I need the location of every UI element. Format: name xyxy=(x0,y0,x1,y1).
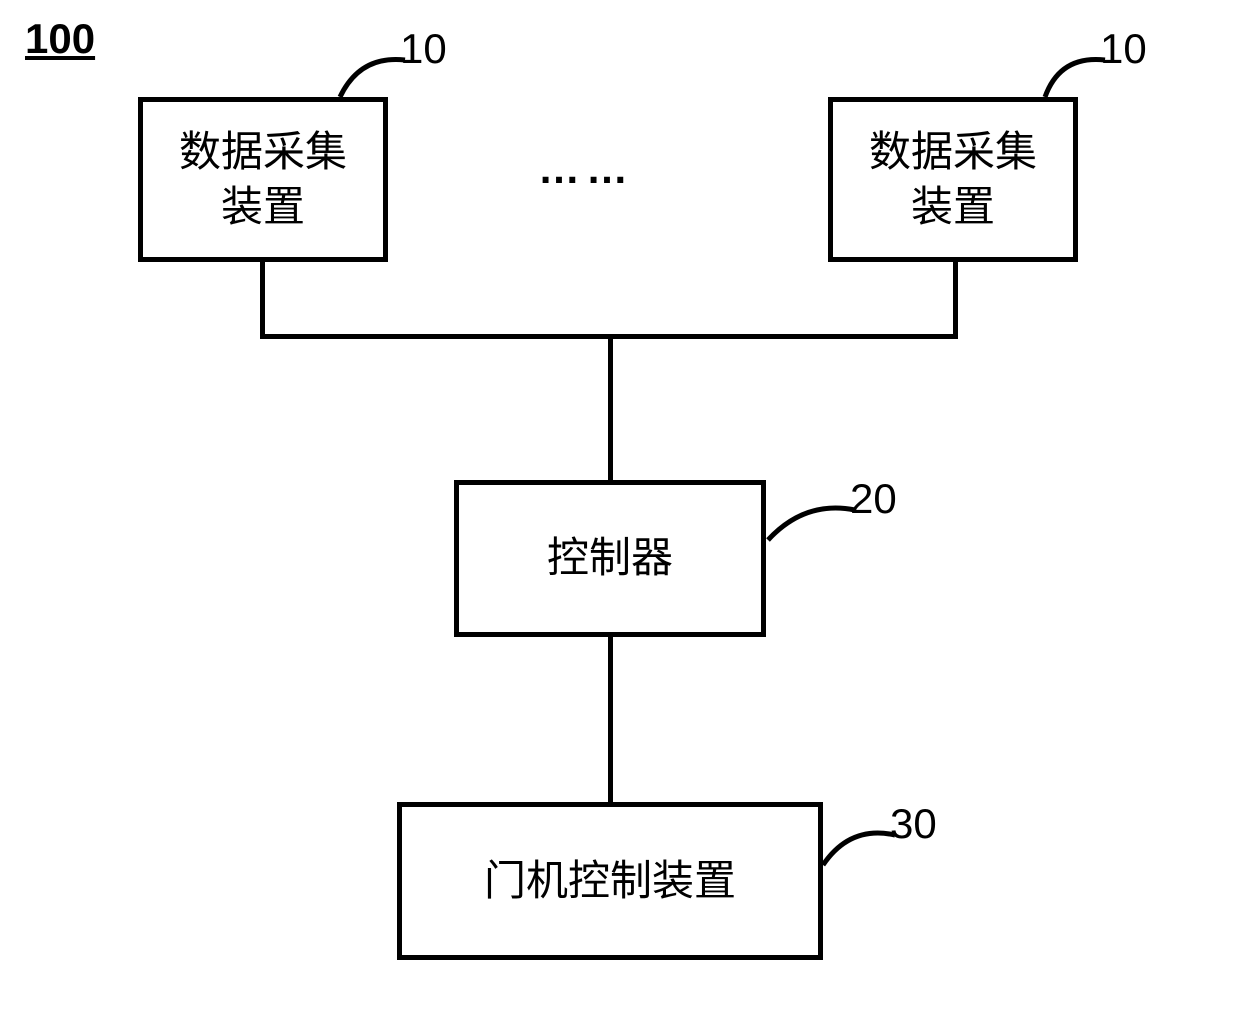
connector-left-drop xyxy=(260,262,265,339)
connector-controller-to-door xyxy=(608,637,613,802)
leader-30 xyxy=(0,0,1240,1035)
connector-right-drop xyxy=(953,262,958,339)
connector-center-to-controller xyxy=(608,334,613,480)
